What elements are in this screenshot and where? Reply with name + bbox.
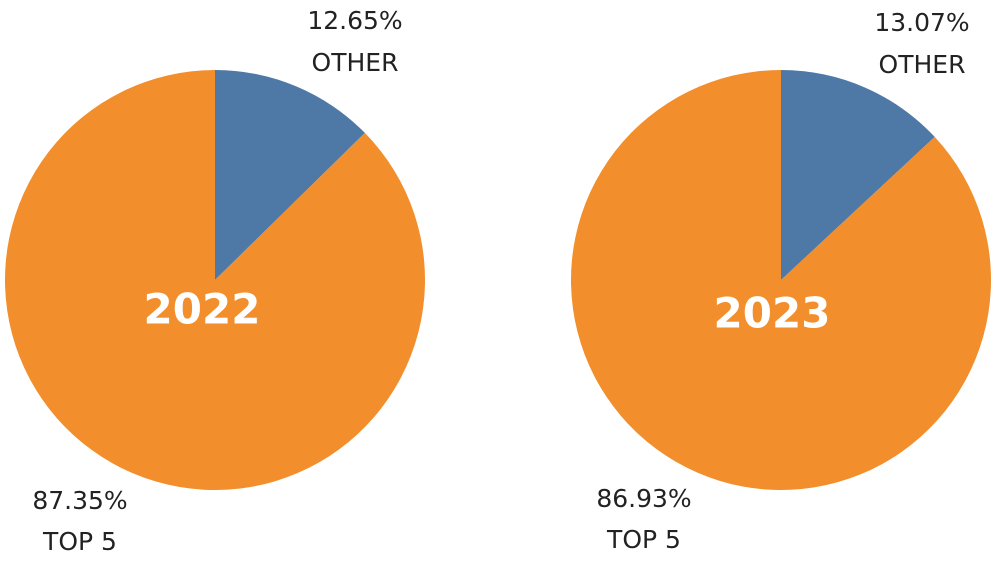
category-label: TOP 5 (606, 525, 681, 554)
value-label: 13.07% (874, 8, 969, 37)
value-label: 86.93% (596, 484, 691, 513)
pie-slice (4, 70, 425, 490)
pie-slice (571, 70, 991, 490)
category-label: OTHER (312, 48, 399, 77)
category-label: OTHER (879, 50, 966, 79)
category-label: TOP 5 (42, 527, 117, 556)
pie-slice (781, 70, 935, 280)
chart-title: 2023 (714, 289, 831, 338)
chart-title: 2022 (144, 285, 261, 334)
value-label: 87.35% (32, 486, 127, 515)
value-label: 12.65% (307, 6, 402, 35)
pie-slice (215, 70, 365, 280)
